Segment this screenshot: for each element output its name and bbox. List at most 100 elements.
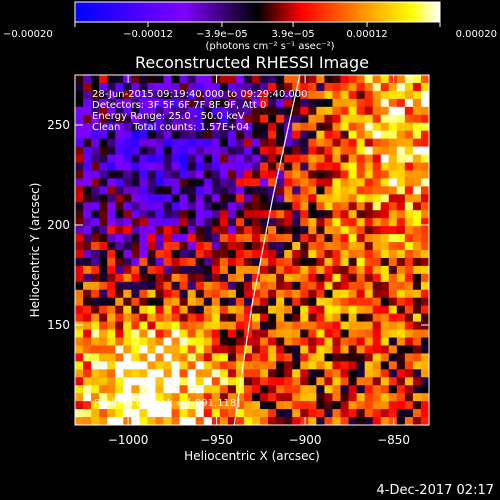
heatmap-cell xyxy=(404,297,414,307)
heatmap-cell xyxy=(83,106,92,116)
heatmap-cell xyxy=(155,289,165,299)
heatmap-cell xyxy=(268,186,277,195)
heatmap-cell xyxy=(324,146,334,156)
heatmap-cell xyxy=(171,210,181,219)
heatmap-cell xyxy=(340,98,350,108)
heatmap-cell xyxy=(83,122,92,132)
heatmap-cell xyxy=(340,226,350,235)
heatmap-cell xyxy=(388,218,398,227)
heatmap-cell xyxy=(268,170,277,179)
heatmap-cell xyxy=(268,345,277,354)
heatmap-cell xyxy=(412,218,422,227)
heatmap-cell xyxy=(219,313,229,323)
heatmap-cell xyxy=(380,401,390,410)
heatmap-cell xyxy=(420,257,429,267)
heatmap-cell xyxy=(412,377,422,386)
heatmap-cell xyxy=(388,409,398,418)
heatmap-cell xyxy=(284,281,293,291)
heatmap-cell xyxy=(147,345,157,354)
heatmap-cell xyxy=(276,146,285,156)
heatmap-cell xyxy=(187,178,197,187)
heatmap-cell xyxy=(163,377,173,386)
heatmap-cell xyxy=(219,329,229,339)
heatmap-cell xyxy=(195,210,205,219)
heatmap-cell xyxy=(300,297,309,307)
heatmap-cell xyxy=(356,353,366,362)
heatmap-cell xyxy=(115,289,124,299)
heatmap-cell xyxy=(316,122,326,132)
heatmap-cell xyxy=(171,329,181,339)
heatmap-cell xyxy=(420,321,429,331)
heatmap-cell xyxy=(412,305,422,315)
heatmap-cell xyxy=(123,337,132,347)
heatmap-cell xyxy=(396,273,406,283)
heatmap-cell xyxy=(404,329,414,339)
heatmap-cell xyxy=(75,289,84,299)
heatmap-cell xyxy=(268,138,277,148)
heatmap-cell xyxy=(388,114,398,124)
heatmap-cell xyxy=(163,186,173,195)
heatmap-cell xyxy=(195,289,205,299)
heatmap-cell xyxy=(227,82,237,92)
heatmap-cell xyxy=(300,329,309,339)
heatmap-cell xyxy=(203,361,213,370)
heatmap-cell xyxy=(75,409,84,418)
heatmap-cell xyxy=(348,202,358,211)
heatmap-cell xyxy=(243,154,253,164)
heatmap-cell xyxy=(155,106,165,116)
heatmap-cell xyxy=(99,98,108,108)
heatmap-cell xyxy=(139,170,149,179)
heatmap-cell xyxy=(292,186,301,195)
heatmap-cell xyxy=(139,90,149,100)
heatmap-cell xyxy=(227,409,237,418)
heatmap-cell xyxy=(356,122,366,132)
heatmap-cell xyxy=(380,162,390,172)
heatmap-cell xyxy=(292,321,301,331)
heatmap-cell xyxy=(372,273,382,283)
heatmap-cell xyxy=(340,130,350,140)
heatmap-cell xyxy=(356,417,366,425)
heatmap-cell xyxy=(131,210,140,219)
heatmap-cell xyxy=(364,393,374,402)
heatmap-cell xyxy=(155,393,165,402)
heatmap-cell xyxy=(348,90,358,100)
heatmap-cell xyxy=(171,170,181,179)
heatmap-cell xyxy=(348,265,358,275)
heatmap-cell xyxy=(75,361,84,370)
heatmap-cell xyxy=(356,313,366,323)
heatmap-cell xyxy=(404,377,414,386)
heatmap-cell xyxy=(211,361,221,370)
heatmap-cell xyxy=(308,377,317,386)
heatmap-cell xyxy=(268,106,277,116)
heatmap-cell xyxy=(324,82,334,92)
heatmap-cell xyxy=(372,369,382,378)
heatmap-cell xyxy=(420,353,429,362)
heatmap-cell xyxy=(420,385,429,394)
heatmap-cell xyxy=(147,289,157,299)
heatmap-cell xyxy=(195,106,205,116)
heatmap-cell xyxy=(163,321,173,331)
heatmap-cell xyxy=(219,130,229,140)
heatmap-cell xyxy=(332,178,342,187)
heatmap-cell xyxy=(348,186,358,195)
x-tick-label: −1000 xyxy=(108,433,149,447)
heatmap-cell xyxy=(131,409,140,418)
heatmap-cell xyxy=(276,385,285,394)
heatmap-cell xyxy=(412,146,422,156)
colorbar-tick-label: 0.00020 xyxy=(456,29,497,40)
heatmap-cell xyxy=(388,337,398,347)
heatmap-cell xyxy=(123,265,132,275)
heatmap-cell xyxy=(412,242,422,251)
heatmap-cell xyxy=(372,122,382,132)
heatmap-cell xyxy=(147,82,157,92)
heatmap-cell xyxy=(107,337,116,347)
heatmap-cell xyxy=(91,75,100,84)
heatmap-cell xyxy=(75,146,84,156)
heatmap-cell xyxy=(252,82,261,92)
heatmap-cell xyxy=(227,401,237,410)
heatmap-cell xyxy=(227,146,237,156)
heatmap-cell xyxy=(107,417,116,425)
heatmap-cell xyxy=(332,345,342,354)
heatmap-cell xyxy=(211,154,221,164)
heatmap-cell xyxy=(243,218,253,227)
